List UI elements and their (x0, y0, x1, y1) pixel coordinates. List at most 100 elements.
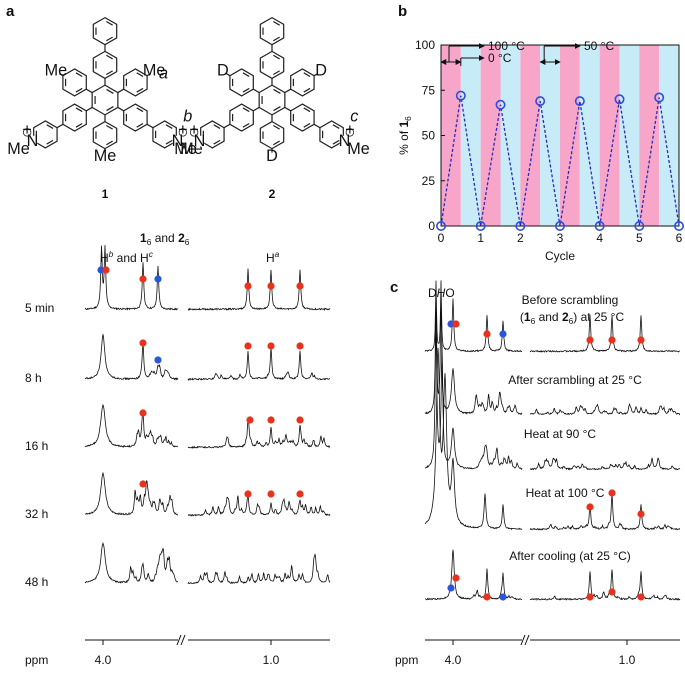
substituent: D (266, 147, 278, 165)
bond (146, 123, 154, 129)
site-label: c (350, 108, 358, 126)
nmr-trace (84, 245, 179, 311)
text-part: a (275, 249, 280, 259)
rich-text: Heat at 100 °C (526, 486, 605, 500)
ring (152, 120, 177, 149)
text-part: ) at 25 °C (573, 310, 624, 324)
x-tick-label: 0 (438, 231, 445, 245)
signal-dot (267, 490, 275, 498)
rich-text: (16 and 26) at 25 °C (520, 310, 625, 326)
temperature-band (480, 45, 501, 226)
signal-dot (447, 320, 455, 328)
substituent: Me (45, 62, 68, 80)
double-bond (273, 106, 281, 112)
text-part: c (149, 249, 154, 259)
ring (290, 103, 315, 132)
y-tick-label: 100 (415, 38, 435, 52)
double-bond (303, 107, 311, 113)
rich-text: Heat at 90 °C (524, 427, 597, 441)
bond (284, 106, 292, 112)
double-bond (273, 124, 280, 130)
nmr-trace (187, 553, 331, 584)
y-tick-label: 0 (428, 219, 435, 233)
time-label: 8 h (25, 371, 42, 385)
text-part: After scrambling at 25 °C (508, 373, 642, 387)
data-point (495, 99, 506, 110)
temperature-band (540, 45, 560, 226)
signal-dot (637, 510, 645, 518)
signal-dot (586, 503, 594, 511)
time-label: 5 min (25, 301, 54, 315)
nmr-trace (529, 493, 681, 531)
ring (91, 84, 119, 116)
rich-text: Ha (266, 249, 280, 265)
ring (123, 103, 148, 132)
double-bond (106, 70, 113, 76)
bond (85, 106, 93, 112)
ring (200, 120, 225, 149)
signal-dot (499, 330, 507, 338)
double-bond (46, 139, 54, 145)
double-bond (273, 70, 280, 76)
x-tick-label: 4 (596, 231, 603, 245)
signal-dot (267, 342, 275, 350)
x-tick-label: 2 (517, 231, 524, 245)
charge-ring (22, 128, 32, 137)
double-bond (106, 88, 114, 94)
nmr-trace (84, 471, 178, 516)
nmr-trace (424, 549, 523, 601)
rich-text: Before scrambling (522, 293, 619, 307)
ring (229, 103, 254, 132)
nmr-trace (84, 403, 179, 448)
double-bond (303, 72, 311, 77)
nmr-trace (529, 457, 681, 471)
text-part: 1 (524, 310, 531, 324)
data-point (475, 221, 486, 232)
ring (259, 16, 285, 46)
atom-label: N (194, 132, 206, 150)
signal-dot (154, 356, 162, 364)
charge: + (178, 121, 187, 139)
double-bond (273, 88, 281, 94)
rich-text: After scrambling at 25 °C (508, 373, 642, 387)
bond (226, 73, 231, 77)
data-point (634, 221, 645, 232)
signal-dot (139, 409, 147, 417)
double-bond (303, 123, 311, 128)
bond (117, 106, 125, 112)
temperature-band (560, 45, 580, 226)
signal-dot (608, 588, 616, 596)
series-line (440, 95, 680, 227)
double-bond (106, 36, 113, 42)
double-bond (213, 124, 221, 129)
signal-dot (244, 342, 252, 350)
text-part: 6 (147, 237, 152, 247)
bond (313, 73, 318, 77)
ring (92, 50, 118, 80)
axis-tick-label: 1.0 (263, 653, 280, 667)
double-bond (165, 139, 173, 145)
data-point (594, 221, 605, 232)
site-label: b (183, 108, 192, 126)
bond (146, 73, 151, 77)
text-part: % of (397, 128, 411, 155)
text-part: D (428, 286, 437, 300)
ring (62, 68, 87, 97)
signal-dot (139, 339, 147, 347)
panel-label: c (390, 279, 398, 296)
time-label: 16 h (25, 439, 48, 453)
axis-break (180, 634, 186, 646)
double-bond (332, 139, 340, 145)
double-bond (136, 72, 144, 77)
ring (62, 103, 87, 132)
signal-dot (637, 593, 645, 601)
text-part: 1 (140, 231, 147, 245)
text-part: 6 (185, 237, 190, 247)
signal-dot (296, 416, 304, 424)
axis-break (520, 634, 526, 646)
signal-dot (244, 282, 252, 290)
charge: + (189, 121, 198, 139)
compound-number: 1 (102, 187, 109, 201)
rich-text: After cooling (at 25 °C) (509, 549, 631, 563)
